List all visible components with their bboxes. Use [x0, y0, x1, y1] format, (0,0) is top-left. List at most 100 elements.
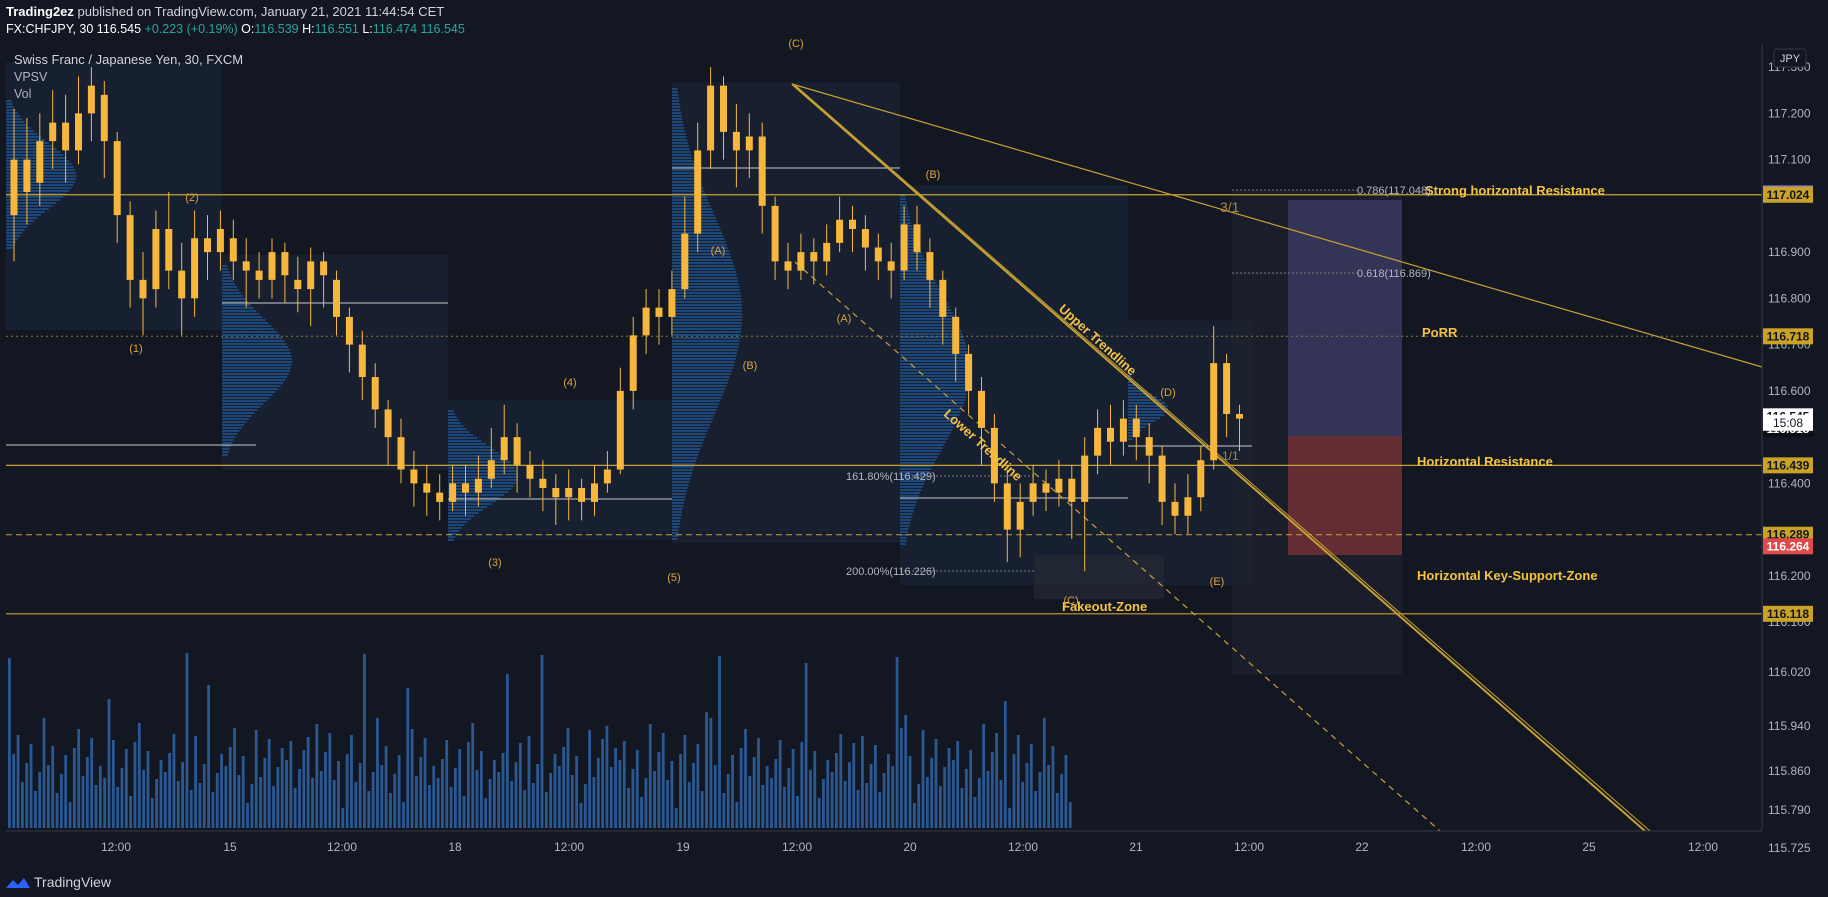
- candle-body: [1171, 501, 1179, 516]
- open-value: 116.539: [254, 22, 299, 36]
- candle-body: [913, 224, 921, 253]
- currency-button[interactable]: JPY: [1773, 48, 1807, 68]
- price-axis[interactable]: 117.300117.200117.100116.900116.800116.7…: [1761, 44, 1813, 855]
- volume-bar: [735, 802, 739, 828]
- profile-bar: [6, 106, 15, 108]
- profile-bar: [900, 492, 921, 494]
- profile-bar: [222, 346, 289, 348]
- profile-bar: [900, 435, 950, 437]
- profile-bar: [1128, 387, 1143, 389]
- profile-bar: [448, 539, 454, 541]
- volume-bar: [419, 757, 423, 828]
- profile-bar: [222, 424, 244, 426]
- profile-bar: [900, 525, 910, 527]
- candle-body: [204, 238, 211, 253]
- legend-title[interactable]: Swiss Franc / Japanese Yen, 30, FXCM: [14, 52, 243, 67]
- candle-body: [436, 492, 444, 502]
- volume-bar: [709, 718, 713, 828]
- volume-bar: [787, 768, 791, 828]
- profile-bar: [672, 529, 679, 531]
- candle-body: [191, 238, 199, 299]
- profile-bar: [448, 530, 460, 532]
- candle-body: [307, 261, 315, 290]
- wave-label: (1): [129, 343, 142, 355]
- time-tick-label: 12:00: [101, 840, 131, 854]
- volume-bar: [107, 699, 111, 828]
- volume-bar: [770, 778, 773, 828]
- volume-bar: [640, 797, 643, 828]
- volume-bar: [77, 729, 81, 828]
- volume-bar: [163, 772, 167, 828]
- profile-bar: [672, 115, 682, 117]
- candle-body: [965, 353, 973, 391]
- profile-bar: [6, 145, 53, 147]
- price-tick-label: 117.200: [1768, 106, 1811, 120]
- time-tick-label: 12:00: [1688, 840, 1718, 854]
- profile-bar: [222, 286, 237, 288]
- volume-bar: [142, 770, 146, 828]
- volume-bar: [687, 782, 691, 828]
- profile-bar: [1128, 378, 1133, 380]
- profile-bar: [448, 434, 474, 436]
- profile-bar: [900, 486, 923, 488]
- volume-bar: [774, 759, 778, 828]
- profile-bar: [900, 420, 957, 422]
- profile-bar: [448, 431, 470, 433]
- volume-bar: [1029, 744, 1033, 828]
- profile-bar: [900, 471, 930, 473]
- legend-vol[interactable]: Vol: [14, 87, 31, 101]
- time-tick-label: 12:00: [782, 840, 812, 854]
- price-badge[interactable]: [1763, 457, 1813, 474]
- time-axis[interactable]: 12:00 15 12:00 18 12:00 19 12:00 20 12:00 21 12:00…: [6, 830, 1762, 854]
- profile-bar: [900, 447, 943, 449]
- time-tick-label: 15: [223, 840, 237, 854]
- profile-bar: [222, 271, 230, 273]
- volume-bar: [458, 749, 462, 828]
- profile-bar: [900, 303, 949, 305]
- price-badge[interactable]: [1763, 605, 1813, 622]
- volume-bar: [718, 656, 721, 828]
- volume-bar: [150, 798, 154, 828]
- volume-bar: [384, 746, 388, 828]
- profile-bar: [222, 400, 267, 402]
- publisher-name[interactable]: Trading2ez: [6, 4, 74, 19]
- candle-body: [449, 483, 457, 502]
- legend-vpsv[interactable]: VPSV: [14, 70, 48, 84]
- profile-bar: [672, 343, 740, 345]
- price-badge[interactable]: [1763, 186, 1813, 203]
- volume-bar: [81, 776, 85, 828]
- profile-bar: [672, 322, 742, 324]
- price-badge[interactable]: [1763, 328, 1813, 345]
- profile-bar: [900, 426, 954, 428]
- volume-bar: [1047, 765, 1050, 828]
- profile-bar: [672, 238, 725, 240]
- profile-bar: [672, 490, 687, 492]
- profile-bar: [900, 495, 919, 497]
- tradingview-logo-icon[interactable]: [6, 876, 30, 890]
- candle-body: [1197, 460, 1205, 498]
- profile-bar: [672, 142, 688, 144]
- profile-bar: [1128, 390, 1148, 392]
- volume-bar: [220, 754, 223, 828]
- profile-bar: [900, 522, 911, 524]
- profile-bar: [672, 532, 679, 534]
- volume-bar: [579, 803, 583, 828]
- profile-bar: [222, 334, 280, 336]
- volume-bar: [59, 774, 63, 828]
- volume-bar: [635, 750, 639, 828]
- profile-bar: [672, 103, 680, 105]
- symbol-label: FX:CHFJPY, 30: [6, 22, 94, 36]
- profile-bar: [900, 354, 969, 356]
- price-badge[interactable]: [1763, 538, 1813, 555]
- volume-bar: [874, 745, 877, 828]
- profile-bar: [672, 94, 679, 96]
- volume-bar: [445, 740, 449, 828]
- profile-bar: [672, 172, 698, 174]
- profile-bar: [672, 400, 721, 402]
- profile-bar: [672, 439, 704, 441]
- volume-bar: [895, 657, 899, 828]
- brand-label[interactable]: TradingView: [34, 874, 112, 890]
- candle-body: [513, 437, 521, 465]
- profile-bar: [672, 163, 695, 165]
